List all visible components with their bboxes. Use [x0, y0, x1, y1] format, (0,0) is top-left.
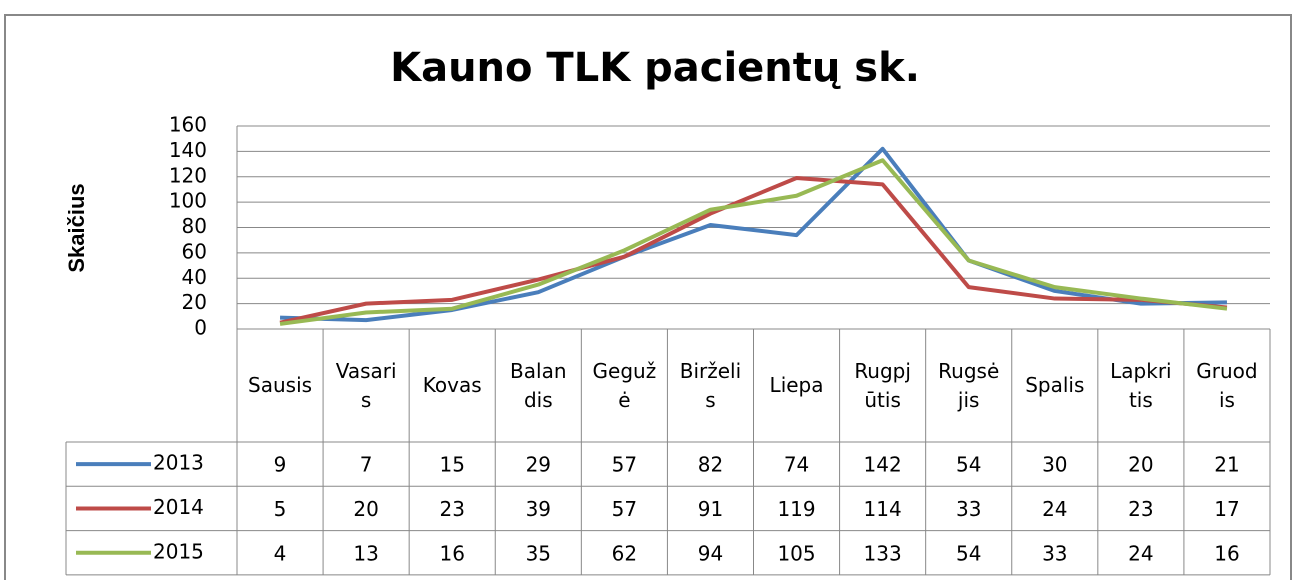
table-value: 16 [439, 541, 464, 565]
table-value: 57 [612, 453, 637, 477]
x-tick-label: Vasaris [335, 358, 397, 412]
table-value: 62 [612, 541, 637, 565]
table-value: 20 [353, 497, 378, 521]
table-value: 119 [777, 497, 815, 521]
y-tick-label: 20 [182, 290, 207, 314]
series-line [279, 158, 1228, 326]
x-tick-label: Balandis [510, 358, 567, 412]
table-value: 9 [274, 453, 287, 477]
y-tick-label: 120 [169, 163, 207, 187]
x-tick-label: Gruodis [1196, 358, 1258, 412]
table-value: 74 [784, 453, 809, 477]
x-tick-label: Rugsėjis [938, 358, 1000, 412]
table-value: 30 [1042, 453, 1067, 477]
table-value: 29 [526, 453, 551, 477]
x-tick-label: Spalis [1025, 373, 1085, 397]
x-tick-label: Gegužė [592, 358, 657, 412]
legend-label: 2014 [153, 495, 204, 519]
table-value: 33 [1042, 541, 1067, 565]
series-line [279, 176, 1228, 325]
series-line [279, 146, 1227, 323]
table-value: 23 [1128, 497, 1153, 521]
y-tick-label: 160 [169, 113, 207, 137]
y-tick-label: 140 [169, 138, 207, 162]
table-value: 133 [864, 541, 902, 565]
table-value: 54 [956, 541, 981, 565]
table-value: 33 [956, 497, 981, 521]
table-value: 5 [274, 497, 287, 521]
table-value: 57 [612, 497, 637, 521]
table-value: 7 [360, 453, 373, 477]
table-value: 114 [864, 497, 902, 521]
table-value: 15 [439, 453, 464, 477]
table-value: 35 [526, 541, 551, 565]
table-value: 24 [1128, 541, 1153, 565]
y-tick-label: 60 [182, 239, 207, 263]
y-tick-label: 0 [194, 316, 207, 340]
table-value: 94 [698, 541, 723, 565]
table-value: 54 [956, 453, 981, 477]
table-value: 24 [1042, 497, 1067, 521]
table-value: 39 [526, 497, 551, 521]
table-value: 17 [1214, 497, 1239, 521]
table-value: 20 [1128, 453, 1153, 477]
y-tick-label: 40 [182, 265, 207, 289]
x-tick-label: Kovas [422, 373, 482, 397]
table-value: 16 [1214, 541, 1239, 565]
table-value: 91 [698, 497, 723, 521]
table-value: 82 [698, 453, 723, 477]
x-tick-label: Lapkritis [1110, 358, 1172, 412]
chart-frame [4, 14, 1292, 580]
y-tick-label: 80 [182, 214, 207, 238]
legend-label: 2015 [153, 539, 204, 563]
x-tick-label: Rugpjūtis [854, 358, 911, 412]
table-value: 21 [1214, 453, 1239, 477]
y-axis-label: Skaičius [64, 183, 89, 272]
x-tick-label: Birželis [679, 358, 742, 412]
table-value: 23 [439, 497, 464, 521]
x-tick-label: Liepa [769, 373, 824, 397]
y-tick-label: 100 [169, 189, 207, 213]
chart-title: Kauno TLK pacientų sk. [390, 45, 920, 91]
x-tick-label: Sausis [248, 373, 313, 397]
table-value: 105 [777, 541, 815, 565]
legend-label: 2013 [153, 451, 204, 475]
table-value: 4 [274, 541, 287, 565]
table-value: 142 [864, 453, 902, 477]
table-value: 13 [353, 541, 378, 565]
